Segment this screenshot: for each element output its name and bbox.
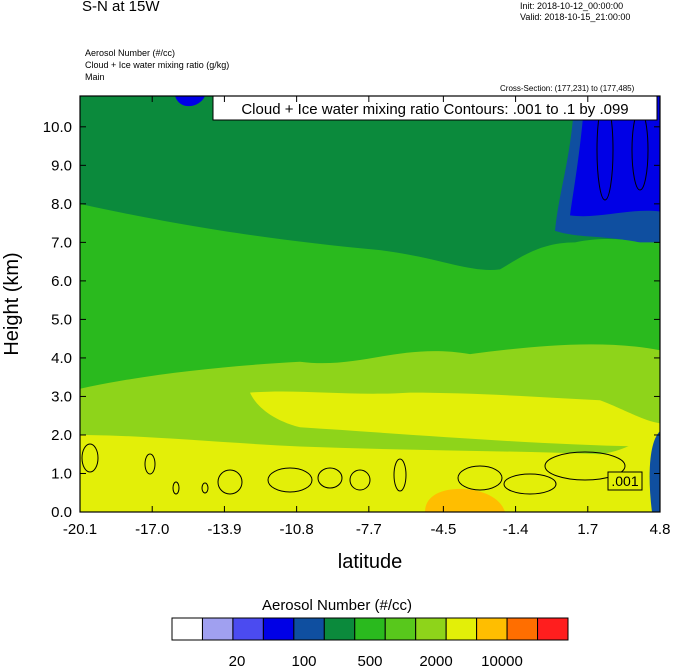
heatmap-field [80, 96, 660, 512]
y-tick-label: 5.0 [51, 311, 72, 328]
field-cloud-ice: Cloud + Ice water mixing ratio (g/kg) [85, 60, 230, 70]
cross-section-label: Cross-Section: (177,231) to (177,485) [500, 84, 635, 93]
contour-loop [172, 481, 180, 495]
colorbar-label: 500 [357, 653, 382, 668]
contour-loop [349, 469, 371, 491]
y-tick-label: 1.0 [51, 465, 72, 482]
x-tick-label: -17.0 [135, 521, 169, 538]
blue-top-left [175, 96, 205, 107]
colorbar-swatch [293, 617, 325, 641]
contour-loop [144, 453, 156, 475]
plot-frame [79, 95, 661, 513]
y-tick-label: 2.0 [51, 427, 72, 444]
contour-loop [503, 473, 557, 495]
init-time: Init: 2018-10-12_00:00:00 [520, 1, 624, 11]
y-tick-label: 9.0 [51, 157, 72, 174]
contour-loop [317, 467, 343, 489]
colorbar-swatch [201, 617, 234, 641]
colorbar-label: 10000 [481, 653, 523, 668]
x-tick-label: -4.5 [430, 521, 456, 538]
colorbar-swatch [323, 617, 356, 641]
y-tick-label: 4.0 [51, 350, 72, 367]
y-tick-label: 7.0 [51, 234, 72, 251]
band-yellow-mid [250, 391, 660, 447]
inline-label-box [607, 471, 643, 491]
contour-loop [544, 451, 626, 481]
contour-loop [201, 482, 209, 494]
colorbar-swatch [262, 617, 295, 641]
contour-inline-label: .001 [611, 473, 638, 489]
colorbar-swatch [445, 617, 478, 641]
field-aerosol: Aerosol Number (#/cc) [85, 48, 176, 58]
x-tick-label: 4.8 [650, 521, 671, 538]
colorbar-swatch [415, 617, 447, 641]
contour-loop [393, 458, 407, 492]
contour-loop [217, 469, 243, 495]
y-tick-label: 8.0 [51, 196, 72, 213]
y-tick-label: 0.0 [51, 504, 72, 521]
orange-patch [425, 488, 505, 512]
plot-title: S-N at 15W [82, 0, 160, 15]
x-tick-label: -13.9 [207, 521, 241, 538]
colorbar-swatch [171, 617, 203, 641]
colorbar-swatch [476, 617, 508, 641]
contour-loop [457, 465, 503, 491]
x-tick-label: -1.4 [503, 521, 529, 538]
valid-time: Valid: 2018-10-15_21:00:00 [520, 12, 631, 22]
y-tick-label: 3.0 [51, 388, 72, 405]
x-tick-label: -7.7 [356, 521, 382, 538]
colorbar-label: 100 [291, 653, 316, 668]
colorbar-label: 20 [229, 653, 246, 668]
colorbar-swatch [537, 617, 569, 641]
colorbar-label: 2000 [419, 653, 452, 668]
x-tick-label: -20.1 [63, 521, 97, 538]
y-tick-label: 6.0 [51, 273, 72, 290]
colorbar-swatch [384, 617, 417, 641]
colorbar-title: Aerosol Number (#/cc) [261, 597, 413, 614]
colorbar: 20 100 500 2000 10000 [171, 617, 569, 668]
y-axis-label: Height (km) [1, 252, 23, 355]
x-axis-label: latitude [338, 551, 403, 573]
x-tick-label: 1.7 [577, 521, 598, 538]
colorbar-swatch [232, 617, 264, 641]
contour-loop [267, 467, 313, 493]
blue-right-surface [649, 431, 660, 512]
colorbar-swatch [354, 617, 386, 641]
field-main: Main [85, 72, 105, 82]
y-tick-label: 10.0 [43, 119, 72, 136]
contour-info-label: Cloud + Ice water mixing ratio Contours:… [241, 101, 628, 118]
contour-loop [81, 443, 99, 473]
x-tick-label: -10.8 [280, 521, 314, 538]
axes: 0.0 1.0 2.0 3.0 4.0 5.0 6.0 7.0 8.0 9.0 10.0 -20.1 -… [1, 95, 671, 573]
colorbar-swatch [506, 617, 539, 641]
blue-core [570, 96, 660, 217]
